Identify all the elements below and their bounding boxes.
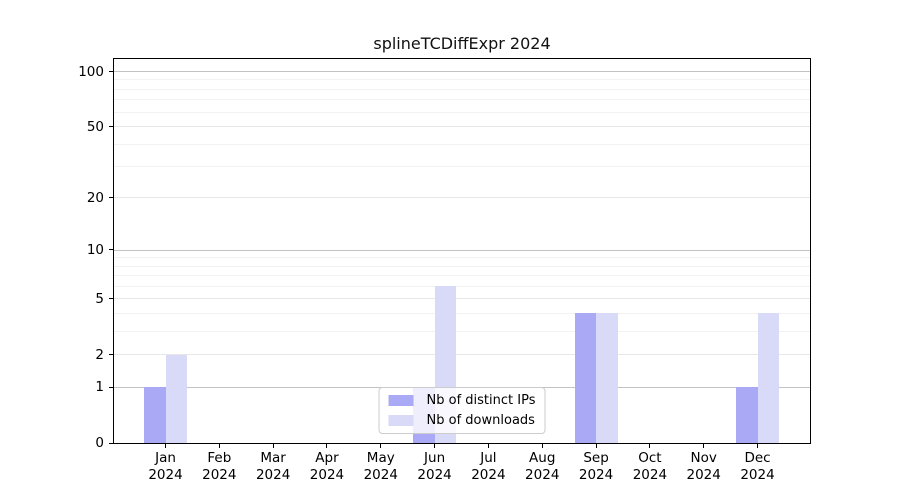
legend: Nb of distinct IPs Nb of downloads	[378, 387, 546, 434]
y-tick-0	[109, 442, 113, 444]
x-tick-sep	[595, 444, 597, 448]
y-tick-label-5: 5	[95, 290, 104, 307]
x-tick-month: Jun	[424, 450, 446, 466]
x-tick-month: Feb	[207, 450, 232, 466]
x-tick-may	[380, 444, 382, 448]
x-tick-year: 2024	[255, 466, 291, 483]
gridline-2	[114, 354, 810, 356]
legend-label-distinct-ips: Nb of distinct IPs	[426, 393, 536, 408]
x-tick-year: 2024	[578, 466, 614, 483]
x-tick-dec	[757, 444, 759, 448]
x-tick-year: 2024	[417, 466, 452, 483]
x-tick-mar	[272, 444, 274, 448]
y-tick-100	[109, 71, 113, 73]
y-tick-label-2: 2	[95, 346, 104, 363]
gridline-minor-8	[114, 265, 810, 267]
gridline-minor-3	[114, 330, 810, 332]
legend-item-downloads: Nb of downloads	[388, 413, 536, 428]
legend-label-downloads: Nb of downloads	[426, 413, 535, 428]
gridline-minor-40	[114, 143, 810, 145]
x-tick-label-sep: Sep 2024	[561, 450, 631, 483]
x-tick-oct	[649, 444, 651, 448]
x-tick-label-oct: Oct 2024	[615, 450, 685, 483]
legend-swatch-distinct-ips-icon	[388, 395, 414, 406]
x-tick-year: 2024	[202, 466, 237, 483]
gridline-minor-60	[114, 111, 810, 113]
x-tick-month: Oct	[638, 450, 662, 466]
x-tick-aug	[541, 444, 543, 448]
x-tick-year: 2024	[309, 466, 345, 483]
gridline-minor-7	[114, 275, 810, 277]
x-tick-year: 2024	[363, 466, 398, 483]
x-tick-month: Jan	[155, 450, 176, 466]
x-tick-month: Mar	[260, 450, 286, 466]
x-tick-label-apr: Apr 2024	[292, 450, 362, 483]
y-tick-1	[109, 386, 113, 388]
x-tick-feb	[218, 444, 220, 448]
gridline-minor-4	[114, 312, 810, 314]
x-tick-year: 2024	[471, 466, 506, 483]
bar-downloads-jan	[165, 354, 187, 443]
x-tick-month: Nov	[690, 450, 717, 466]
x-tick-label-nov: Nov 2024	[669, 450, 739, 483]
y-tick-label-10: 10	[86, 241, 104, 258]
gridline-minor-6	[114, 285, 810, 287]
gridline-minor-9	[114, 257, 810, 259]
x-tick-year: 2024	[148, 466, 183, 483]
chart-title: splineTCDiffExpr 2024	[373, 34, 551, 53]
gridline-minor-30	[114, 166, 810, 168]
y-tick-label-100: 100	[78, 63, 104, 80]
x-tick-month: Aug	[529, 450, 556, 466]
legend-item-distinct-ips: Nb of distinct IPs	[388, 393, 536, 408]
x-tick-month: Apr	[315, 450, 339, 466]
bar-downloads-dec	[757, 313, 780, 443]
x-tick-year: 2024	[740, 466, 775, 483]
gridline-50	[114, 126, 810, 128]
y-tick-50	[109, 126, 113, 128]
y-tick-5	[109, 298, 113, 300]
x-tick-year: 2024	[686, 466, 721, 483]
gridline-minor-80	[114, 88, 810, 90]
bar-ips-dec	[736, 387, 758, 443]
x-tick-label-may: May 2024	[346, 450, 416, 483]
y-tick-label-1: 1	[95, 379, 104, 396]
gridline-minor-70	[114, 99, 810, 101]
x-tick-jul	[487, 444, 489, 448]
legend-swatch-downloads-icon	[388, 415, 414, 426]
bar-downloads-sep	[596, 313, 618, 443]
y-tick-2	[109, 354, 113, 356]
x-tick-jun	[434, 444, 436, 448]
x-tick-month: Dec	[744, 450, 771, 466]
plot-area: Nb of distinct IPs Nb of downloads	[113, 58, 811, 444]
gridline-minor-90	[114, 79, 810, 81]
y-tick-label-0: 0	[95, 435, 104, 451]
x-tick-label-feb: Feb 2024	[184, 450, 254, 483]
x-tick-month: Sep	[583, 450, 609, 466]
x-tick-label-dec: Dec 2024	[723, 450, 793, 483]
x-tick-label-jan: Jan 2024	[131, 450, 201, 483]
x-tick-apr	[326, 444, 328, 448]
bar-ips-jan	[144, 387, 166, 443]
gridline-20	[114, 197, 810, 199]
gridline-5	[114, 298, 810, 300]
bar-ips-sep	[574, 313, 597, 443]
x-tick-month: Jul	[480, 450, 497, 466]
x-tick-year: 2024	[632, 466, 668, 483]
x-tick-label-jul: Jul 2024	[453, 450, 523, 483]
x-tick-year: 2024	[525, 466, 560, 483]
x-tick-month: May	[366, 450, 395, 466]
gridline-10	[114, 249, 810, 251]
x-tick-nov	[703, 444, 705, 448]
y-tick-20	[109, 197, 113, 199]
x-tick-jan	[165, 444, 166, 448]
y-tick-label-20: 20	[86, 189, 104, 206]
gridline-100	[114, 71, 810, 73]
x-tick-label-aug: Aug 2024	[507, 450, 577, 483]
y-tick-label-50: 50	[86, 118, 104, 135]
x-tick-label-mar: Mar 2024	[238, 450, 308, 483]
y-tick-10	[109, 249, 113, 251]
x-tick-label-jun: Jun 2024	[400, 450, 470, 483]
